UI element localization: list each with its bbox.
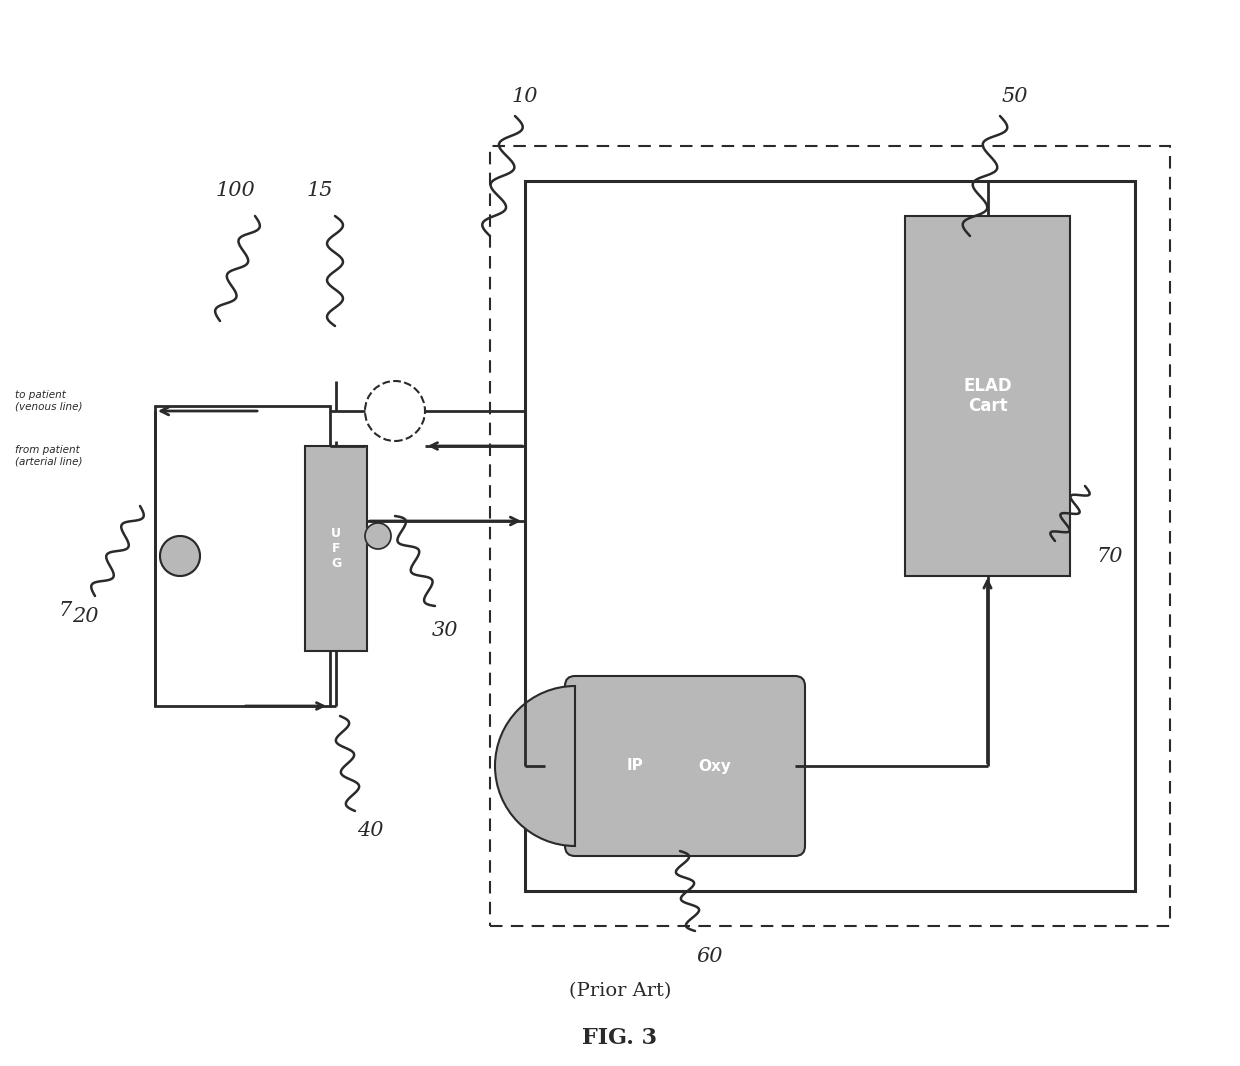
Text: 15: 15 [306,181,334,200]
Text: 7: 7 [58,601,72,620]
Text: IP: IP [626,759,644,774]
Text: FIG. 3: FIG. 3 [583,1027,657,1049]
Bar [305,446,367,651]
Text: 50: 50 [1002,86,1028,106]
Text: from patient
(arterial line): from patient (arterial line) [15,446,83,467]
Bar [490,146,1171,926]
Text: 30: 30 [432,621,459,641]
Text: 100: 100 [215,181,255,200]
Text: Oxy: Oxy [698,759,732,774]
Bar [525,181,1135,891]
Text: 10: 10 [512,86,538,106]
Text: U
F
G: U F G [331,527,341,570]
Text: 70: 70 [1096,547,1123,565]
Bar [155,406,330,706]
Wedge shape [495,687,575,846]
Text: (Prior Art): (Prior Art) [569,982,671,1000]
Text: to patient
(venous line): to patient (venous line) [15,390,83,411]
Circle shape [365,523,391,549]
Text: 60: 60 [697,947,723,966]
Text: ELAD
Cart: ELAD Cart [963,376,1012,416]
Text: 40: 40 [357,822,383,840]
Text: 20: 20 [72,607,98,626]
Circle shape [160,536,200,576]
Bar [905,216,1070,576]
FancyBboxPatch shape [565,676,805,856]
